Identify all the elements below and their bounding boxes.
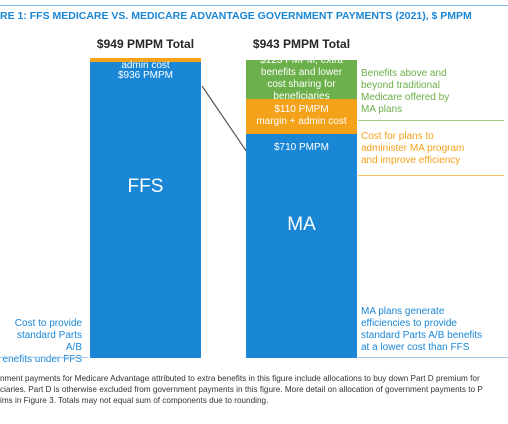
efficiency-note: MA plans generate efficiencies to provid… [361, 306, 483, 353]
ffs-segment-1-label: $14 PMPM admin cost [120, 47, 171, 71]
ffs-segment-0-label: $936 PMPM [117, 70, 174, 82]
ma-segment-1-label: $110 PMPM margin + admin cost [256, 104, 347, 128]
admin-note-rule [358, 175, 504, 176]
admin-cost-note: Cost for plans to administer MA program … [361, 131, 465, 166]
extra-note-rule [358, 120, 504, 121]
ma-segment-0-label: $710 PMPM [273, 141, 330, 153]
ma-segment-2: $123 PMPM, extra benefits and lower cost… [246, 55, 357, 102]
ffs-segment-1: $14 PMPM admin cost [90, 48, 201, 71]
ffs-total-label: $949 PMPM Total [96, 37, 195, 51]
extra-benefits-note: Benefits above and beyond traditional Me… [361, 68, 450, 115]
ffs-note-rule [0, 357, 88, 358]
header-rule [0, 5, 508, 6]
chart-title: RE 1: FFS MEDICARE VS. MEDICARE ADVANTAG… [0, 10, 472, 22]
footnote-line-3: ims in Figure 3. Totals may not equal su… [0, 396, 269, 405]
ffs-bar-name: FFS [127, 176, 164, 198]
ma-total-label: $943 PMPM Total [252, 37, 351, 51]
ffs-segment-0: $936 PMPM FFS [90, 62, 201, 358]
ma-segment-0: $710 PMPM MA [246, 133, 357, 358]
efficiency-note-rule [358, 357, 508, 358]
ma-segment-2-label: $123 PMPM, extra benefits and lower cost… [260, 55, 343, 103]
footnote-line-2: ciaries. Part D is otherwise excluded fr… [0, 385, 483, 394]
ma-bar-name: MA [287, 213, 316, 235]
footnote-line-1: nment payments for Medicare Advantage at… [0, 374, 480, 383]
ffs-cost-note: Cost to provide standard Parts A/B enefi… [2, 318, 82, 365]
ma-segment-1: $110 PMPM margin + admin cost [246, 98, 357, 134]
